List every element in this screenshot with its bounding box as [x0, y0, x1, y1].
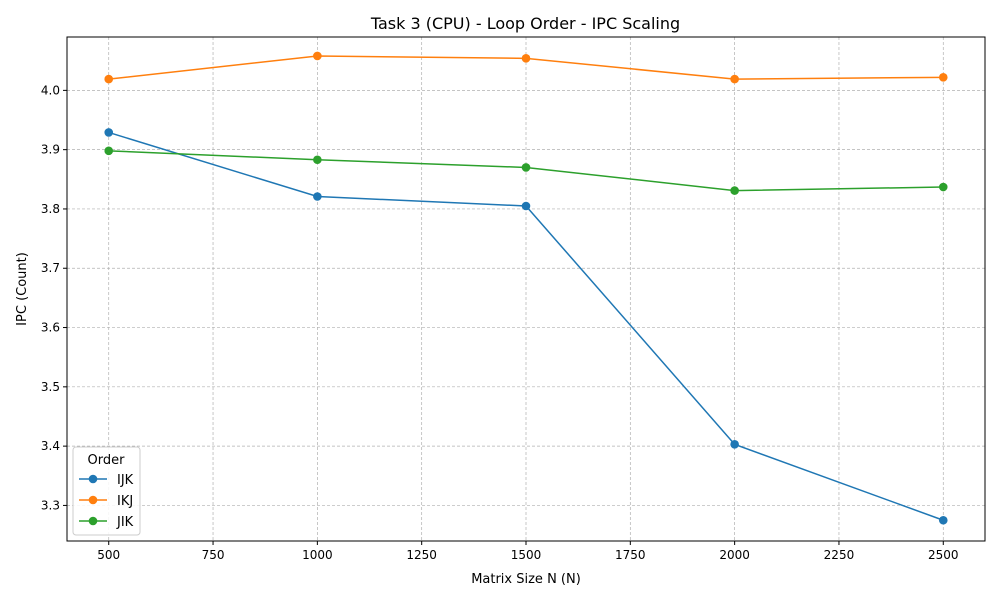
x-tick-label: 1250: [406, 548, 437, 562]
ticks: 500 750 1000 1250 1500 1750 2000 2250 2500 3.3 3.4…: [41, 83, 959, 562]
data-point-ijk: [313, 192, 322, 201]
data-point-ikj: [521, 54, 531, 63]
data-point-jik: [313, 155, 322, 165]
x-tick-label: 1750: [615, 548, 646, 562]
series-ijk: [104, 128, 948, 525]
data-point-ikj: [313, 51, 322, 61]
data-point-jik: [938, 182, 948, 192]
legend-label-jik: JIK: [116, 515, 134, 530]
legend-marker-ijk: [88, 474, 98, 484]
legend-title: Order: [88, 453, 126, 468]
legend-box: [72, 446, 141, 536]
x-axis-label: Matrix Size N (N): [471, 572, 581, 587]
chart-title: Task 3 (CPU) - Loop Order - IPC Scaling: [370, 14, 680, 33]
x-tick-label: 2500: [928, 548, 959, 562]
y-tick-label: 3.7: [41, 261, 60, 275]
y-tick-label: 3.3: [41, 498, 60, 512]
y-tick-label: 3.5: [41, 380, 60, 394]
y-tick-label: 3.8: [41, 202, 60, 216]
data-point-ijk: [730, 440, 739, 449]
y-tick-label: 3.4: [41, 439, 60, 453]
legend-marker-jik: [88, 516, 98, 526]
y-axis-label: IPC (Count): [15, 252, 30, 326]
data-point-ijk: [521, 201, 531, 211]
legend-label-ijk: IJK: [117, 473, 134, 488]
x-tick-label: 750: [202, 548, 225, 562]
data-point-ijk: [104, 128, 114, 137]
data-point-jik: [730, 186, 739, 195]
y-tick-label: 4.0: [41, 83, 60, 97]
data-point-jik: [104, 146, 114, 156]
x-tick-label: 1500: [511, 548, 542, 562]
legend-marker-ikj: [88, 495, 98, 505]
data-point-ikj: [730, 74, 739, 84]
y-tick-label: 3.9: [41, 143, 60, 157]
legend-label-ikj: IKJ: [117, 494, 133, 509]
grid: [67, 37, 985, 541]
x-tick-label: 500: [97, 548, 120, 562]
legend: Order IJK IKJ JIK: [72, 446, 141, 536]
data-point-ikj: [104, 74, 114, 84]
series-ikj: [104, 51, 948, 84]
data-point-ijk: [938, 515, 948, 525]
series-jik: [104, 146, 948, 195]
y-tick-label: 3.6: [41, 321, 60, 335]
x-tick-label: 2250: [824, 548, 855, 562]
data-point-jik: [521, 163, 531, 172]
data-point-ikj: [938, 73, 948, 82]
series-layer: [104, 51, 948, 525]
x-tick-label: 1000: [302, 548, 333, 562]
x-tick-label: 2000: [719, 548, 750, 562]
